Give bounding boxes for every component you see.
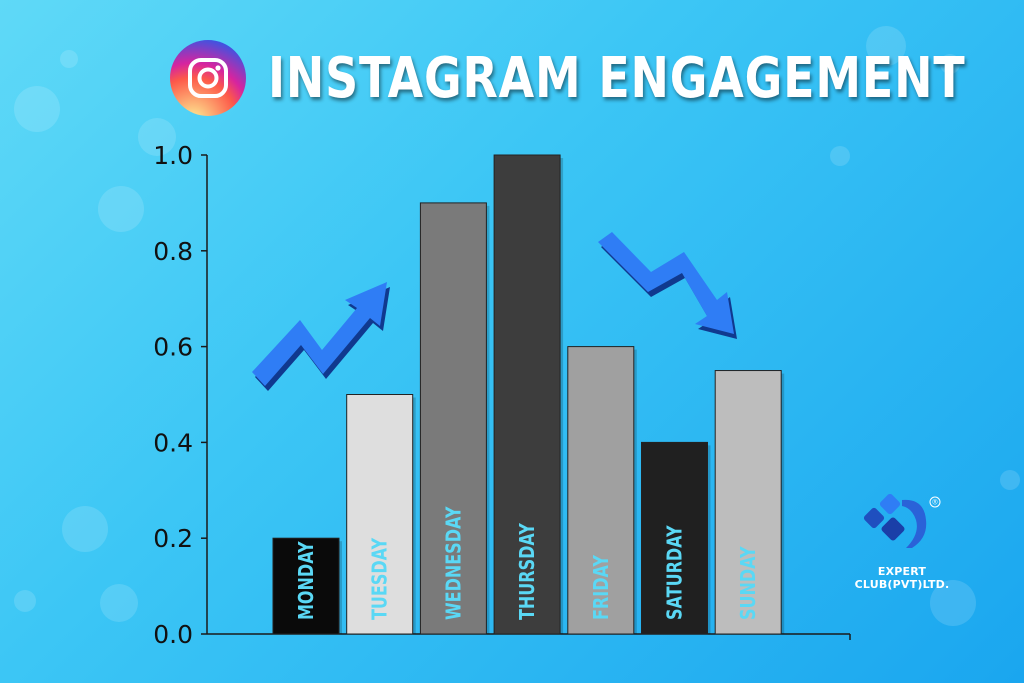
- decor-bubble: [14, 590, 36, 612]
- decor-bubble: [866, 26, 906, 66]
- bar-tuesday: [346, 394, 414, 635]
- decor-bubble: [138, 118, 176, 156]
- decor-bubble: [940, 54, 960, 74]
- registered-mark: ®: [932, 499, 938, 507]
- bar-friday: [567, 346, 635, 635]
- category-label: FRIDAY: [590, 554, 613, 620]
- expert-club-logo: ®: [863, 493, 941, 548]
- category-label: SATURDAY: [664, 525, 687, 620]
- y-tick-label: 1.0: [153, 141, 193, 170]
- y-tick-label: 0.0: [153, 620, 193, 649]
- chart-bars: MONDAY TUESDAY WEDNESDAY THURSDAY FRIDAY SATU…: [272, 154, 785, 635]
- decor-bubble: [930, 580, 976, 626]
- category-label: TUESDAY: [369, 537, 392, 620]
- decor-bubble: [1000, 470, 1020, 490]
- y-tick-label: 0.6: [153, 333, 193, 362]
- brand-name: EXPERT CLUB(PVT)LTD.: [854, 565, 950, 591]
- y-tick-label: 0.2: [153, 524, 193, 553]
- decor-bubble: [62, 506, 108, 552]
- decor-bubble: [14, 86, 60, 132]
- instagram-glyph-icon: [188, 58, 228, 98]
- bar-sunday: [714, 370, 782, 635]
- category-label: SUNDAY: [738, 546, 761, 620]
- category-label: MONDAY: [295, 541, 318, 620]
- decor-bubble: [60, 50, 78, 68]
- y-tick-label: 0.8: [153, 237, 193, 266]
- category-label: WEDNESDAY: [443, 506, 466, 620]
- page-title: INSTAGRAM ENGAGEMENT: [268, 45, 966, 111]
- y-tick-label: 0.4: [153, 428, 193, 457]
- trend-down-arrow-icon: [598, 232, 737, 339]
- decor-bubble: [100, 584, 138, 622]
- bar-thursday: [493, 154, 561, 635]
- decor-bubble: [830, 146, 850, 166]
- bar-monday: [272, 537, 340, 635]
- category-label: THURSDAY: [516, 522, 539, 620]
- bar-wednesday: [419, 202, 487, 635]
- decor-bubble: [98, 186, 144, 232]
- trend-up-arrow-icon: [252, 282, 390, 391]
- instagram-icon: [170, 40, 246, 116]
- brand-logo: ® EXPERT CLUB(PVT)LTD.: [832, 493, 972, 591]
- bar-saturday: [641, 441, 708, 635]
- header: INSTAGRAM ENGAGEMENT: [170, 38, 1024, 118]
